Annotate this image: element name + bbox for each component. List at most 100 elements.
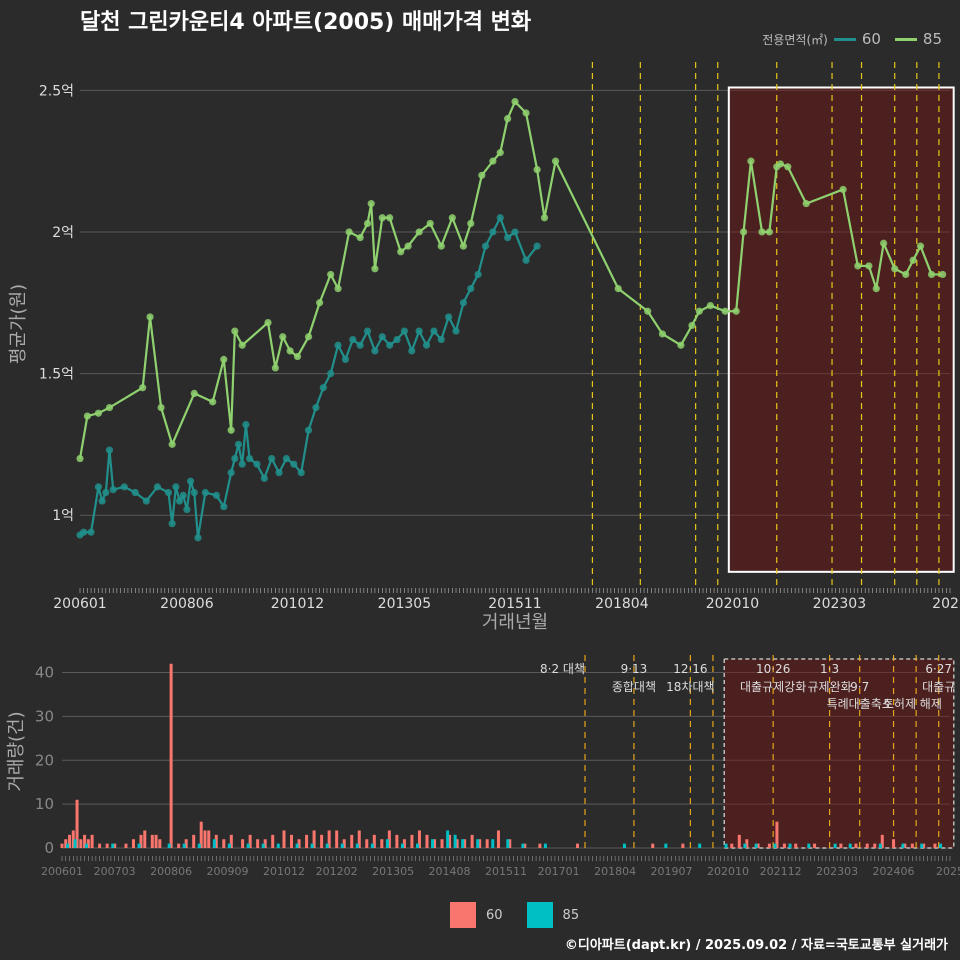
bar-60 bbox=[320, 834, 324, 848]
legend-swatch-85 bbox=[894, 37, 917, 41]
bar-85 bbox=[261, 843, 265, 848]
policy-annotation: 12·16 bbox=[673, 662, 707, 676]
bar-85 bbox=[698, 843, 702, 848]
data-point-60 bbox=[349, 335, 357, 344]
data-point-60 bbox=[422, 341, 431, 349]
bar-85 bbox=[664, 843, 668, 848]
bar-60 bbox=[169, 663, 173, 848]
data-point-60 bbox=[98, 497, 106, 505]
legend-swatch-60 bbox=[833, 37, 856, 41]
data-point-85 bbox=[404, 242, 412, 250]
data-point-60 bbox=[511, 228, 519, 236]
x-tick-label: 200806 bbox=[160, 596, 214, 612]
bar-60 bbox=[256, 839, 260, 848]
bar-60 bbox=[496, 830, 500, 848]
bar-legend-swatch-60 bbox=[450, 902, 476, 928]
bar-60 bbox=[75, 799, 79, 848]
data-point-60 bbox=[253, 460, 261, 468]
data-point-60 bbox=[533, 242, 541, 250]
data-point-60 bbox=[105, 446, 114, 454]
data-point-85 bbox=[316, 299, 324, 307]
data-point-85 bbox=[105, 403, 114, 412]
policy-annotation: 대출규 bbox=[922, 680, 955, 694]
bar-60 bbox=[730, 843, 734, 848]
data-point-85 bbox=[551, 157, 560, 165]
data-point-60 bbox=[297, 469, 305, 477]
data-point-85 bbox=[386, 214, 394, 222]
data-point-60 bbox=[190, 488, 198, 497]
data-point-60 bbox=[467, 284, 475, 293]
data-point-85 bbox=[677, 341, 685, 349]
data-point-60 bbox=[80, 528, 88, 536]
data-point-85 bbox=[238, 341, 246, 349]
bar-60 bbox=[79, 839, 83, 848]
data-point-85 bbox=[644, 307, 652, 315]
bar-x-tick-label: 201305 bbox=[372, 865, 414, 878]
bar-85 bbox=[73, 839, 77, 848]
data-point-85 bbox=[76, 454, 84, 463]
bar-60 bbox=[113, 843, 117, 848]
bar-x-tick-label: 200601 bbox=[41, 865, 83, 878]
bar-85 bbox=[246, 843, 250, 848]
bar-60 bbox=[782, 843, 786, 848]
bar-60 bbox=[150, 834, 154, 848]
bar-85 bbox=[807, 843, 811, 848]
bar-85 bbox=[901, 843, 905, 848]
bar-85 bbox=[453, 834, 457, 848]
bar-60 bbox=[470, 834, 474, 848]
bar-x-tick-label: 201511 bbox=[485, 865, 527, 878]
bar-x-tick-label: 201701 bbox=[538, 865, 580, 878]
data-point-85 bbox=[916, 242, 925, 250]
data-point-60 bbox=[120, 483, 128, 491]
bar-60 bbox=[154, 834, 158, 848]
bar-85 bbox=[137, 843, 141, 848]
data-point-85 bbox=[854, 262, 862, 270]
data-point-60 bbox=[437, 335, 445, 344]
data-point-85 bbox=[927, 270, 936, 279]
bar-60 bbox=[305, 834, 309, 848]
data-point-85 bbox=[776, 160, 785, 168]
data-point-60 bbox=[164, 488, 173, 497]
policy-annotation: 대출규제강화 bbox=[740, 680, 806, 694]
bar-60 bbox=[745, 839, 749, 848]
bar-60 bbox=[241, 839, 245, 848]
data-point-60 bbox=[393, 335, 401, 344]
x-axis-title: 거래년월 bbox=[482, 612, 548, 633]
size-legend: 전용면적(㎡) 60 85 bbox=[762, 30, 950, 48]
bar-85 bbox=[295, 843, 299, 848]
data-point-85 bbox=[304, 333, 313, 341]
bar-60 bbox=[523, 843, 527, 848]
bar-60 bbox=[143, 830, 147, 848]
bar-x-tick-label: 200806 bbox=[150, 865, 192, 878]
bar-85 bbox=[724, 843, 728, 848]
data-point-60 bbox=[459, 299, 467, 307]
bar-60 bbox=[199, 821, 203, 848]
data-point-85 bbox=[489, 157, 497, 165]
data-point-85 bbox=[880, 239, 888, 247]
data-point-85 bbox=[688, 321, 696, 330]
bar-60 bbox=[105, 843, 109, 848]
bar-60 bbox=[402, 839, 406, 848]
bar-60 bbox=[357, 830, 361, 848]
bar-x-tick-label: 202010 bbox=[707, 865, 749, 878]
bar-60 bbox=[98, 843, 102, 848]
data-point-85 bbox=[784, 163, 792, 171]
data-point-85 bbox=[279, 333, 287, 341]
policy-annotation: 8·2 대책 bbox=[540, 661, 585, 676]
policy-annotation: 9·13 bbox=[621, 662, 648, 676]
data-point-60 bbox=[319, 384, 327, 392]
data-point-60 bbox=[242, 420, 250, 429]
data-point-85 bbox=[540, 214, 549, 222]
data-point-60 bbox=[131, 488, 139, 497]
data-point-60 bbox=[102, 488, 110, 497]
bar-85 bbox=[622, 843, 626, 848]
bar-y-axis-title: 거래량(건) bbox=[6, 711, 27, 791]
data-point-60 bbox=[227, 469, 235, 477]
bar-60 bbox=[327, 830, 331, 848]
bar-60 bbox=[425, 834, 429, 848]
bar-60 bbox=[575, 843, 579, 848]
bar-60 bbox=[892, 839, 896, 848]
y-axis-title: 평균가(원) bbox=[8, 284, 29, 364]
bar-legend-label-85: 85 bbox=[562, 907, 580, 923]
